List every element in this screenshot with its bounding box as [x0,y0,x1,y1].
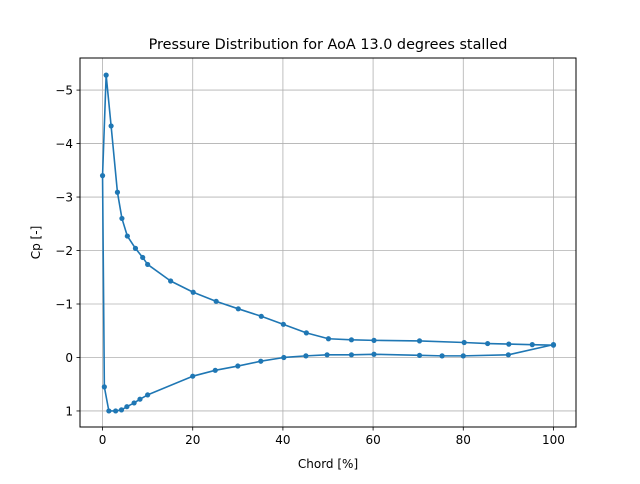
x-tick-label: 60 [365,433,380,447]
data-point [190,289,196,295]
data-point [550,342,557,348]
y-tick-label: −3 [55,191,73,205]
data-point [439,353,445,359]
data-point [235,363,241,369]
data-point [114,189,121,195]
data-point [119,215,125,222]
data-point [235,306,241,312]
data-point [124,404,130,410]
data-point [132,245,139,251]
data-point [190,373,196,379]
data-point [460,353,466,359]
data-point [103,72,109,78]
data-point [113,408,119,414]
data-point [348,352,355,358]
x-tick-label: 40 [275,433,290,447]
y-tick-label: −2 [55,244,73,258]
data-point [485,340,491,347]
chart-title: Pressure Distribution for AoA 13.0 degre… [149,37,508,53]
data-point [324,352,330,358]
data-point [145,261,151,268]
data-point [131,400,137,406]
series-line [101,74,554,412]
series-layer [99,72,557,414]
plot-frame [79,57,577,428]
data-point [461,339,467,346]
data-point [108,123,114,129]
data-point [529,342,535,348]
data-point [212,367,218,373]
data-point [258,358,264,364]
y-tick-label: −4 [55,137,73,151]
x-tick-label: 20 [185,433,200,447]
data-point [280,321,286,327]
data-point [303,353,309,359]
data-point [371,337,377,343]
data-point [118,407,125,413]
y-tick-label: −5 [55,84,73,98]
y-axis: −5 −4 −3 −2 −1 0 1 [55,84,80,418]
data-point [106,408,112,414]
y-tick-label: 0 [65,351,73,365]
data-point [281,354,287,361]
data-point [124,233,130,239]
data-point [140,254,146,261]
data-point [416,338,423,344]
data-point [137,396,143,402]
data-point [325,336,332,342]
data-point [416,352,423,358]
data-point [213,298,219,304]
grid [80,58,576,427]
x-axis-label: Chord [%] [298,457,358,471]
y-tick-label: −1 [55,298,73,312]
x-tick-label: 0 [99,433,107,447]
data-point [303,330,309,336]
data-point [168,278,174,284]
data-point [101,384,107,390]
y-tick-label: 1 [65,404,73,418]
x-tick-label: 100 [542,433,565,447]
data-point [348,337,355,343]
data-point [506,341,512,347]
data-point [505,352,511,358]
y-axis-label: Cp [-] [29,226,43,260]
data-point [99,173,106,179]
data-point [145,392,151,398]
x-axis: 0 20 40 60 80 100 [99,427,565,447]
data-point [371,351,377,357]
data-point [258,313,264,319]
x-tick-label: 80 [456,433,471,447]
